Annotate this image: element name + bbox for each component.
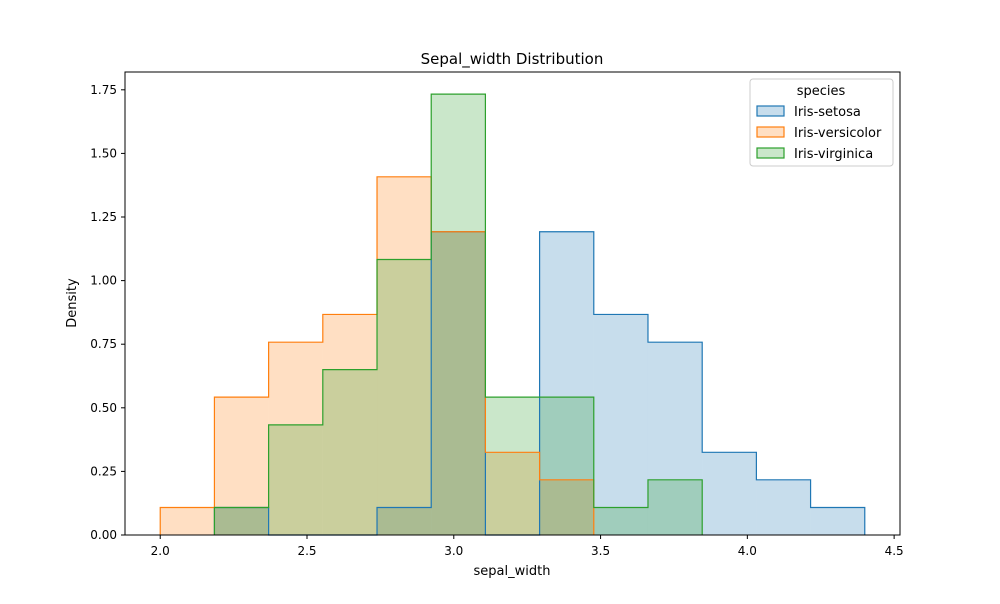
bar-iris-versicolor-7 — [539, 479, 594, 535]
step-outline-iris-virginica — [213, 93, 703, 535]
y-tick-label: 0.75 — [90, 337, 117, 351]
y-tick-label: 0.25 — [90, 464, 117, 478]
bar-iris-versicolor-6 — [485, 452, 540, 535]
plot-area-frame — [124, 71, 901, 536]
x-axis-label: sepal_width — [474, 564, 551, 579]
x-tick-label: 3.0 — [444, 544, 463, 558]
bar-iris-versicolor-3 — [322, 314, 378, 535]
chart-title: Sepal_width Distribution — [421, 50, 604, 69]
x-tick-label: 4.5 — [885, 544, 904, 558]
bar-iris-virginica-1 — [214, 507, 269, 535]
bar-iris-virginica-2 — [268, 424, 323, 535]
y-tick-label: 1.00 — [90, 274, 117, 288]
y-tick-label: 1.25 — [90, 210, 117, 224]
bar-iris-setosa-11 — [756, 479, 811, 535]
legend-box — [749, 78, 894, 167]
bar-iris-versicolor-4 — [377, 176, 432, 536]
bar-iris-versicolor-2 — [268, 342, 323, 535]
bar-iris-setosa-5 — [431, 231, 486, 535]
bar-iris-virginica-7 — [539, 397, 594, 535]
legend-label-iris-setosa: Iris-setosa — [794, 105, 861, 120]
bar-iris-virginica-9 — [647, 479, 703, 535]
bar-iris-versicolor-5 — [431, 231, 486, 535]
x-tick-label: 2.0 — [151, 544, 170, 558]
y-axis-label: Density — [65, 278, 80, 328]
bar-iris-virginica-3 — [322, 369, 378, 535]
bar-iris-versicolor-0 — [160, 507, 215, 535]
legend: species Iris-setosa Iris-versicolor Iris-v… — [749, 78, 894, 167]
bar-iris-setosa-7 — [539, 231, 594, 535]
bar-iris-setosa-4 — [377, 507, 432, 535]
bars-layer — [160, 94, 865, 536]
y-axis-ticks: 0.00 0.25 0.50 0.75 1.00 1.25 1.50 1.75 — [90, 83, 125, 542]
x-tick-label: 3.5 — [591, 544, 610, 558]
bar-iris-virginica-5 — [431, 94, 486, 535]
legend-label-iris-versicolor: Iris-versicolor — [794, 126, 882, 141]
bar-iris-virginica-6 — [485, 397, 540, 535]
y-tick-label: 1.75 — [90, 83, 117, 97]
legend-entries: Iris-setosa Iris-versicolor Iris-virginica — [756, 105, 882, 162]
legend-label-iris-virginica: Iris-virginica — [794, 147, 873, 162]
bar-iris-versicolor-1 — [214, 397, 269, 535]
bar-iris-virginica-8 — [593, 507, 648, 535]
legend-swatch-iris-setosa — [756, 105, 785, 117]
x-tick-label: 2.5 — [297, 544, 316, 558]
bar-iris-setosa-9 — [647, 342, 703, 535]
bar-iris-setosa-8 — [593, 314, 648, 535]
bar-iris-setosa-10 — [702, 452, 757, 535]
y-tick-label: 0.50 — [90, 401, 117, 415]
legend-swatch-iris-versicolor — [756, 126, 785, 138]
y-tick-label: 1.50 — [90, 146, 117, 160]
bar-iris-setosa-12 — [810, 507, 865, 535]
x-axis-ticks: 2.0 2.5 3.0 3.5 4.0 4.5 — [151, 535, 904, 558]
x-tick-label: 4.0 — [738, 544, 757, 558]
bar-iris-virginica-4 — [377, 259, 432, 535]
legend-swatch-iris-virginica — [756, 147, 785, 159]
bar-iris-setosa-1 — [214, 507, 269, 535]
y-tick-label: 0.00 — [90, 528, 117, 542]
step-outline-iris-versicolor — [159, 176, 595, 535]
legend-title: species — [797, 84, 846, 99]
